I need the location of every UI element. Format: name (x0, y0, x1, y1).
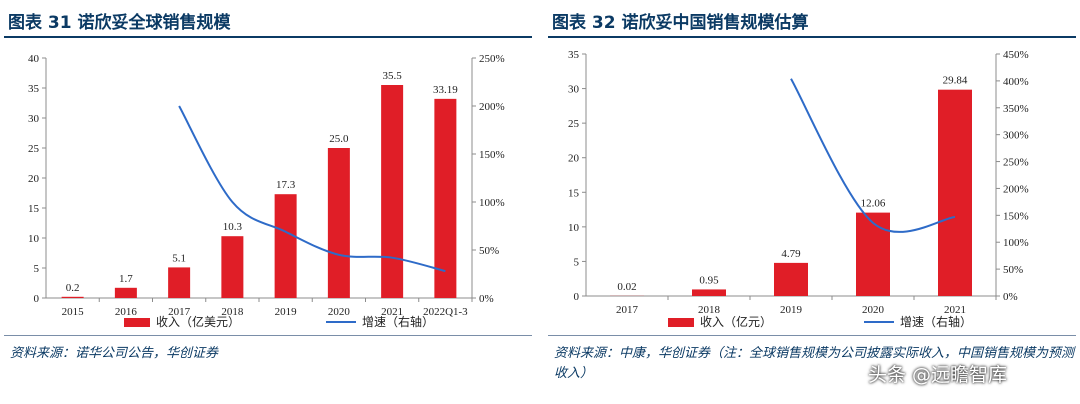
y-tick-label-left: 40 (28, 53, 40, 65)
y-tick-label-right: 50% (1003, 264, 1023, 276)
y-tick-label-left: 15 (28, 203, 40, 215)
bar (434, 98, 457, 298)
y-tick-label-right: 400% (1003, 76, 1029, 88)
y-tick-label-left: 20 (568, 153, 580, 165)
x-tick-label: 2019 (780, 304, 803, 316)
bar (692, 289, 726, 296)
bar-data-label: 25.0 (329, 133, 349, 145)
legend-label-line: 增速（右轴） (900, 314, 972, 329)
x-tick-label: 2018 (698, 304, 721, 316)
watermark: 头条 @远瞻智库 (868, 364, 1008, 386)
chart-china-sales: 051015202530350%50%100%150%200%250%300%3… (568, 49, 1029, 329)
legend-swatch-bar (668, 318, 694, 327)
chart-title: 图表 31 诺欣妥全球销售规模 (8, 13, 231, 33)
y-tick-label-left: 0 (34, 293, 40, 305)
y-tick-label-left: 25 (28, 143, 40, 155)
title-divider (548, 36, 1076, 38)
bar (221, 236, 244, 298)
y-tick-label-left: 5 (574, 256, 580, 268)
bar (856, 212, 890, 296)
legend-label-line: 增速（右轴） (362, 314, 434, 329)
y-tick-label-left: 30 (28, 113, 40, 125)
bar (114, 287, 137, 298)
title-divider (4, 36, 532, 38)
x-tick-label: 2020 (862, 304, 885, 316)
x-tick-label: 2019 (275, 306, 298, 318)
y-tick-label-left: 10 (568, 222, 580, 234)
bar-data-label: 0.2 (66, 282, 80, 294)
growth-line (178, 105, 446, 273)
bar-data-label: 17.3 (276, 179, 296, 191)
y-tick-label-right: 0% (1003, 291, 1018, 303)
bar (274, 194, 297, 298)
y-tick-label-left: 15 (568, 187, 580, 199)
x-tick-label: 2021 (381, 306, 403, 318)
x-tick-label: 2018 (221, 306, 244, 318)
chart-panel-global: 图表 31 诺欣妥全球销售规模 0 5 10 15 20 25 30 35 40 0% 50% 100… (4, 0, 532, 404)
bar-data-label: 10.3 (223, 221, 243, 233)
growth-line (790, 78, 956, 233)
y-tick-label-left: 30 (568, 84, 580, 96)
bar-data-label: 12.06 (861, 198, 886, 210)
legend-label-bar: 收入（亿美元） (156, 314, 240, 329)
y-tick-label-right: 450% (1003, 49, 1029, 61)
y-tick-label-right: 200% (1003, 183, 1029, 195)
chart-panel-china: 图表 32 诺欣妥中国销售规模估算 0 5 10 15 20 25 30 35 0% 50% 100… (548, 0, 1076, 404)
y-tick-label-right: 200% (479, 101, 505, 113)
y-tick-label-right: 300% (1003, 130, 1029, 142)
y-tick-label-right: 350% (1003, 103, 1029, 115)
y-tick-label-right: 100% (1003, 237, 1029, 249)
chart-title: 图表 32 诺欣妥中国销售规模估算 (552, 13, 809, 33)
bar (327, 148, 350, 298)
x-tick-label: 2016 (115, 306, 138, 318)
y-tick-label-left: 35 (568, 49, 580, 61)
source-divider (548, 335, 1076, 336)
bar-data-label: 0.95 (699, 274, 719, 286)
source-note: 资料来源：诺华公司公告，华创证券 (10, 346, 219, 361)
bar-data-label: 33.19 (433, 84, 458, 96)
bar-data-label: 4.79 (781, 248, 801, 260)
bar-data-label: 1.7 (119, 273, 133, 285)
bar-data-label: 0.02 (617, 281, 636, 293)
y-tick-label-right: 250% (1003, 157, 1029, 169)
source-note: 资料来源：中康，华创证券（注：全球销售规模为公司披露实际收入，中国销售规模为预测… (554, 346, 1075, 381)
y-tick-label-right: 250% (479, 53, 505, 65)
y-tick-label-right: 150% (1003, 210, 1029, 222)
x-tick-label: 2021 (944, 304, 966, 316)
y-tick-label-left: 0 (574, 291, 580, 303)
bar-data-label: 29.84 (943, 75, 968, 87)
y-tick-label-left: 5 (34, 263, 40, 275)
y-tick-label-right: 0% (479, 293, 494, 305)
x-tick-label: 2020 (328, 306, 351, 318)
x-tick-label: 2017 (616, 304, 639, 316)
y-tick-label-left: 20 (28, 173, 40, 185)
y-tick-label-right: 150% (479, 149, 505, 161)
y-tick-label-left: 25 (568, 118, 580, 130)
y-tick-label-right: 100% (479, 197, 505, 209)
bar (168, 267, 191, 298)
legend-label-bar: 收入（亿元） (700, 314, 772, 329)
x-tick-label: 2017 (168, 306, 191, 318)
legend-swatch-bar (124, 318, 150, 327)
x-tick-label: 2022Q1-3 (423, 306, 468, 318)
bar (774, 262, 808, 296)
x-tick-label: 2015 (62, 306, 85, 318)
bar-data-label: 35.5 (383, 70, 403, 82)
bar-data-label: 5.1 (172, 252, 186, 264)
source-divider (4, 335, 532, 336)
chart-global-sales: 0 5 10 15 20 25 30 35 40 0% 50% 100% 150% 200% 250% 201… (28, 53, 505, 329)
bar (938, 89, 972, 296)
bar (381, 85, 404, 298)
y-tick-label-left: 10 (28, 233, 40, 245)
bar (61, 296, 84, 298)
y-tick-label-right: 50% (479, 245, 499, 257)
y-tick-label-left: 35 (28, 83, 40, 95)
